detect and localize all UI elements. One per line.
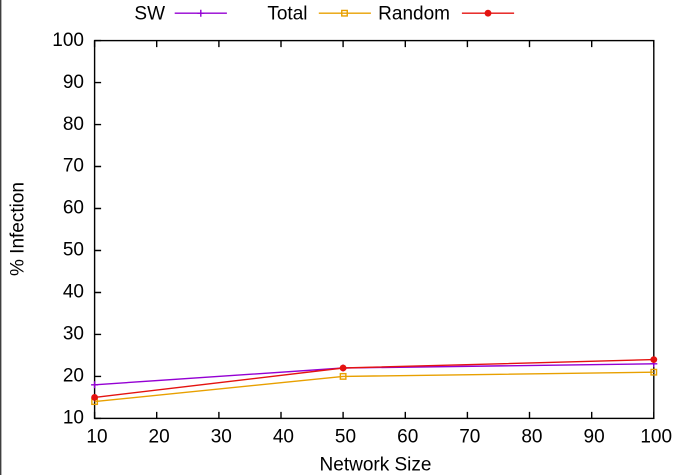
svg-text:20: 20 [149, 427, 170, 448]
svg-text:30: 30 [63, 324, 84, 345]
svg-text:50: 50 [335, 427, 356, 448]
svg-text:10: 10 [86, 427, 107, 448]
svg-text:70: 70 [459, 427, 480, 448]
svg-text:% Infection: % Infection [8, 182, 29, 276]
svg-text:60: 60 [63, 198, 84, 219]
svg-text:SW: SW [134, 4, 165, 25]
svg-text:40: 40 [63, 282, 84, 303]
svg-text:50: 50 [63, 240, 84, 261]
svg-text:Random: Random [378, 4, 450, 25]
svg-text:90: 90 [63, 72, 84, 93]
svg-text:80: 80 [63, 114, 84, 135]
svg-text:Total: Total [267, 4, 307, 25]
svg-text:90: 90 [584, 427, 605, 448]
svg-text:Network Size: Network Size [320, 455, 432, 475]
svg-text:10: 10 [63, 408, 84, 429]
svg-text:80: 80 [521, 427, 542, 448]
svg-text:30: 30 [211, 427, 232, 448]
svg-text:40: 40 [273, 427, 294, 448]
svg-text:70: 70 [63, 156, 84, 177]
svg-text:100: 100 [640, 427, 672, 448]
svg-text:100: 100 [52, 30, 84, 51]
svg-text:60: 60 [397, 427, 418, 448]
svg-text:20: 20 [63, 366, 84, 387]
